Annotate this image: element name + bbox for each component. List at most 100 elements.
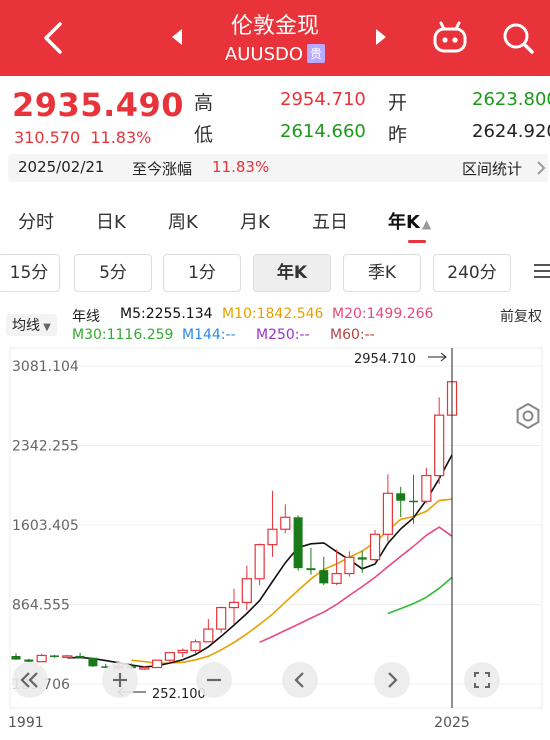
chart-grid <box>9 347 543 709</box>
since-label: 至今涨幅 <box>132 160 193 178</box>
zoom-in-button[interactable] <box>102 662 138 698</box>
search-icon[interactable] <box>500 20 536 56</box>
settings-gear-icon[interactable] <box>514 402 542 430</box>
tab-yearly-k[interactable]: 年K ▲ <box>388 208 431 234</box>
ma-m250: M250:-- <box>256 327 310 343</box>
previous-instrument-icon[interactable] <box>168 26 186 48</box>
x-tick-label: 2025 <box>434 715 470 731</box>
x-tick-label: 1991 <box>8 715 44 731</box>
candle-body-up <box>382 492 393 535</box>
fullscreen-icon <box>474 672 490 688</box>
period-quarterly[interactable]: 季K <box>343 254 421 292</box>
chevron-right-icon <box>388 672 398 688</box>
chevron-left-icon <box>294 672 304 688</box>
back-arrow-icon[interactable] <box>34 18 74 58</box>
tab-weekly-k[interactable]: 周K <box>168 212 198 233</box>
period-15min[interactable]: 15分 <box>0 254 60 292</box>
y-tick-label: 1603.405 <box>12 518 79 534</box>
candle-body-up <box>164 652 175 661</box>
candle-body-up <box>254 544 265 580</box>
tab-daily-k[interactable]: 日K <box>96 212 126 233</box>
fullscreen-button[interactable] <box>464 662 500 698</box>
range-stats-link[interactable]: 区间统计 <box>462 160 523 178</box>
ma-m144: M144:-- <box>182 327 236 343</box>
y-tick-label: 2342.255 <box>12 438 79 454</box>
candle-body-down <box>306 568 316 571</box>
assistant-robot-icon[interactable] <box>430 20 470 56</box>
tab-monthly-k[interactable]: 月K <box>240 212 270 233</box>
candle-body-down <box>24 659 34 662</box>
ma-m30: M30:1116.259 <box>72 327 174 343</box>
ma-m60: M60:-- <box>330 327 375 343</box>
candle-body-down <box>49 655 59 657</box>
minus-icon <box>207 678 221 682</box>
y-tick-label: 864.555 <box>12 598 70 614</box>
candle-body-down <box>396 493 406 501</box>
scroll-left-fast-button[interactable] <box>12 662 48 698</box>
next-instrument-icon[interactable] <box>372 26 390 48</box>
candle-body-up <box>190 641 201 651</box>
period-yearly[interactable]: 年K <box>253 254 331 292</box>
ma-m10: M10:1842.546 <box>222 306 324 322</box>
period-5min[interactable]: 5分 <box>74 254 152 292</box>
period-selector: 15分 5分 1分 年K 季K 240分 <box>0 252 550 294</box>
tab-intraday[interactable]: 分时 <box>18 212 54 233</box>
zoom-out-button[interactable] <box>196 662 232 698</box>
ma-type-dropdown-icon: ▼ <box>40 322 51 333</box>
price-change: 310.570 11.83% <box>14 128 151 147</box>
candle-body-down <box>88 657 98 667</box>
high-value: 2954.710 <box>280 89 366 110</box>
period-240min[interactable]: 240分 <box>433 254 511 292</box>
min-price-label: 252.100 <box>152 687 206 702</box>
chart-type-tabs: 分时 日K 周K 月K 五日 年K ▲ <box>0 196 550 430</box>
active-tab-indicator <box>408 240 426 243</box>
candle-body-up <box>177 649 188 654</box>
low-label: 低 <box>194 124 214 146</box>
max-price-arrowhead <box>440 352 447 362</box>
plot-border <box>9 347 543 709</box>
open-value: 2623.800 <box>472 89 550 110</box>
candle-body-up <box>216 606 227 630</box>
candle-body-down <box>293 517 303 569</box>
candle-body-up <box>62 655 73 658</box>
candle-body-up <box>241 578 252 604</box>
quote-panel: 2935.490 310.570 11.83% 高 2954.710 开 262… <box>0 76 550 186</box>
candle-body-up <box>267 528 278 546</box>
plus-icon <box>113 673 127 687</box>
ma-m5: M5:2255.134 <box>120 306 213 322</box>
instrument-title: 伦敦金现 <box>230 14 319 39</box>
ma-period-label: 年线 <box>72 309 100 325</box>
ma-m20: M20:1499.266 <box>332 306 434 322</box>
candle-body-up <box>434 414 445 477</box>
ma-indicator-bar: 均线 ▼ 年线 M5:2255.134 M10:1842.546 M20:149… <box>0 300 550 350</box>
open-label: 开 <box>388 92 408 114</box>
ma-type-label: 均线 <box>12 318 40 334</box>
last-price: 2935.490 <box>12 86 185 124</box>
candle-body-up <box>331 572 342 584</box>
quote-date: 2025/02/21 <box>18 158 105 176</box>
scroll-left-button[interactable] <box>282 662 318 698</box>
ma-line-m10 <box>131 498 453 665</box>
period-1min[interactable]: 1分 <box>163 254 241 292</box>
change-value: 310.570 <box>14 128 81 147</box>
low-value: 2614.660 <box>280 121 366 142</box>
candle-body-up <box>139 666 150 670</box>
candle-body-up <box>36 654 47 663</box>
instrument-symbol-line: AUUSDO 贵 <box>0 44 550 65</box>
precious-metal-tag: 贵 <box>307 44 326 63</box>
price-adjust-mode[interactable]: 前复权 <box>500 309 542 325</box>
candle-body-down <box>409 500 419 503</box>
ma-type-select[interactable]: 均线 ▼ <box>6 314 57 336</box>
prev-close-label: 昨 <box>388 124 408 146</box>
y-tick-label: 3081.104 <box>12 359 79 375</box>
scroll-right-button[interactable] <box>374 662 410 698</box>
more-periods-menu-icon[interactable] <box>532 262 550 280</box>
candle-body-down <box>75 655 85 658</box>
tab-yearly-k-label: 年K <box>388 212 420 233</box>
top-bar: 伦敦金现 AUUSDO 贵 <box>0 0 550 76</box>
candle-body-up <box>344 556 355 575</box>
tab-five-day[interactable]: 五日 <box>312 212 348 233</box>
since-percent: 11.83% <box>212 158 270 176</box>
ma-line-m30 <box>387 576 453 615</box>
